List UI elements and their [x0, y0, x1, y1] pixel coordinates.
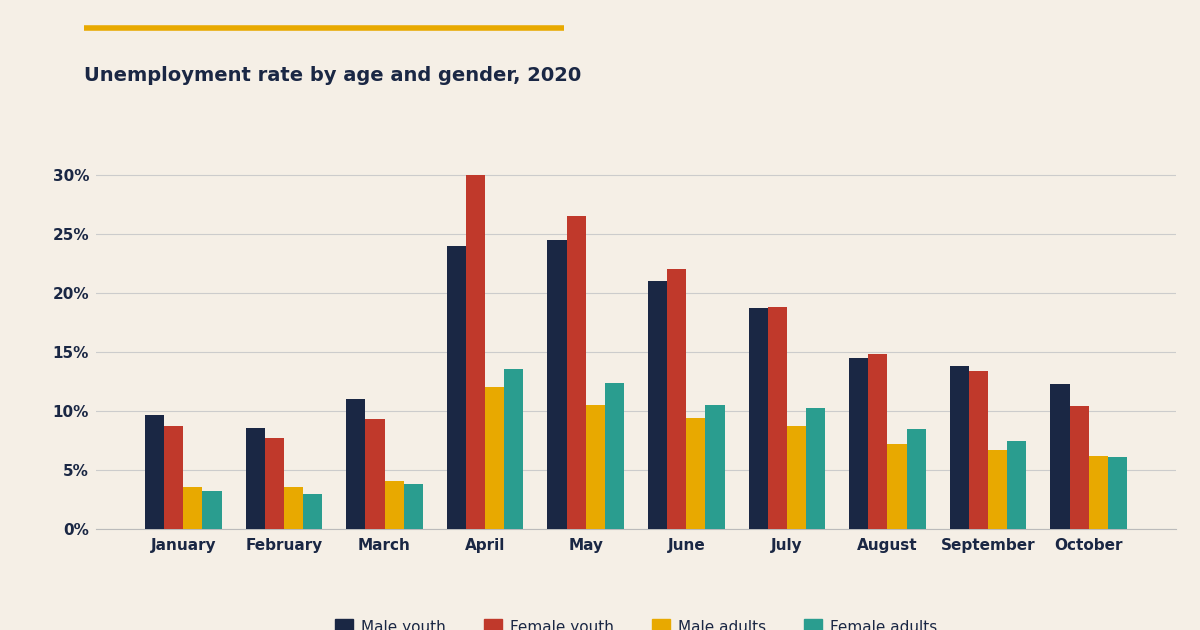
Bar	[485, 387, 504, 529]
Bar	[1088, 456, 1108, 529]
Bar	[1007, 440, 1026, 529]
Bar	[686, 418, 706, 529]
Bar	[586, 405, 605, 529]
Bar	[667, 270, 686, 529]
Bar	[365, 420, 384, 529]
Bar	[547, 240, 566, 529]
Bar	[184, 486, 203, 529]
Legend: Male youth, Female youth, Male adults, Female adults: Male youth, Female youth, Male adults, F…	[329, 612, 943, 630]
Bar	[1050, 384, 1069, 529]
Bar	[907, 429, 925, 529]
Bar	[384, 481, 403, 529]
Bar	[968, 371, 988, 529]
Bar	[265, 438, 284, 529]
Bar	[988, 450, 1007, 529]
Bar	[706, 405, 725, 529]
Bar	[446, 246, 466, 529]
Bar	[888, 444, 907, 529]
Text: Unemployment rate by age and gender, 2020: Unemployment rate by age and gender, 202…	[84, 66, 581, 85]
Bar	[164, 427, 184, 529]
Bar	[203, 491, 222, 529]
Bar	[787, 427, 806, 529]
Bar	[806, 408, 826, 529]
Bar	[145, 415, 164, 529]
Bar	[648, 281, 667, 529]
Bar	[850, 358, 869, 529]
Bar	[347, 399, 365, 529]
Bar	[869, 354, 888, 529]
Bar	[566, 216, 586, 529]
Bar	[466, 175, 485, 529]
Bar	[246, 428, 265, 529]
Bar	[749, 308, 768, 529]
Bar	[768, 307, 787, 529]
Bar	[284, 486, 304, 529]
Bar	[403, 484, 422, 529]
Bar	[1069, 406, 1088, 529]
Bar	[304, 494, 322, 529]
Bar	[605, 383, 624, 529]
Bar	[1108, 457, 1127, 529]
Bar	[504, 369, 523, 529]
Bar	[950, 366, 968, 529]
